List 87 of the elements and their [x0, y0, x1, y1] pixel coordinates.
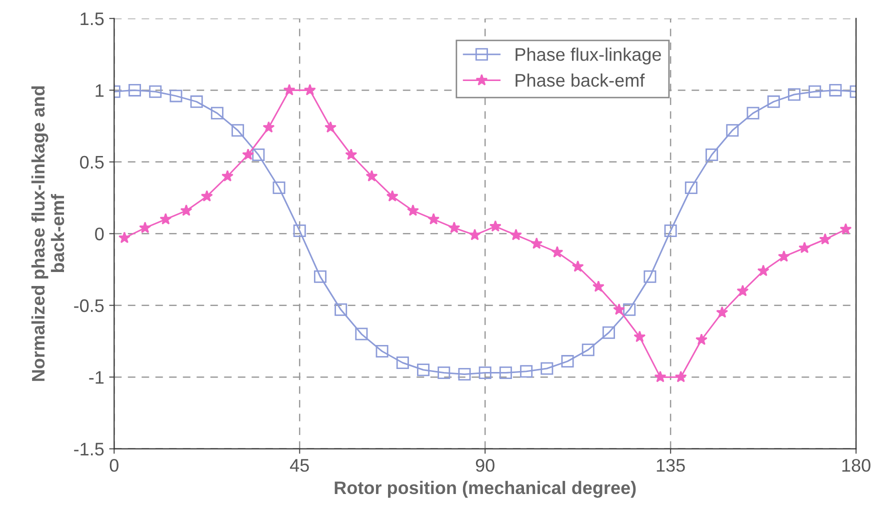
y-tick-label: 0	[95, 228, 104, 240]
point	[767, 95, 780, 108]
y-tick-label: 1.5	[80, 12, 104, 26]
point	[561, 355, 574, 368]
point	[283, 84, 296, 96]
y-tick-label: 0.5	[80, 156, 104, 169]
point	[582, 344, 594, 356]
point	[489, 220, 502, 232]
point	[716, 306, 728, 318]
point	[139, 222, 152, 234]
point	[572, 260, 584, 272]
point	[819, 233, 832, 245]
point	[613, 303, 626, 315]
point	[706, 148, 718, 161]
point	[232, 124, 244, 137]
point	[180, 204, 192, 216]
point	[376, 345, 388, 358]
point	[262, 121, 275, 133]
y-tick-label: -1.5	[74, 442, 104, 456]
point	[448, 222, 460, 234]
point	[684, 181, 698, 194]
point	[149, 85, 162, 98]
point	[808, 85, 822, 98]
point	[386, 190, 398, 202]
point	[314, 270, 326, 283]
point	[592, 280, 604, 292]
point	[602, 326, 615, 339]
point	[726, 124, 739, 137]
point	[478, 366, 492, 380]
point	[736, 284, 749, 296]
x-tick-label: 180	[842, 459, 870, 472]
point	[428, 213, 440, 224]
point	[623, 303, 636, 316]
point	[417, 364, 430, 376]
legend-label: Phase back-emf	[516, 74, 645, 87]
point	[160, 213, 172, 224]
point	[242, 148, 254, 160]
point	[654, 370, 666, 382]
point	[272, 181, 286, 194]
x-axis-title: Rotor position (mechanical degree)	[334, 480, 636, 498]
point	[778, 250, 790, 262]
point	[355, 328, 368, 340]
point	[304, 84, 316, 96]
point	[170, 90, 182, 102]
x-tick-label: 90	[476, 459, 494, 472]
point	[674, 370, 687, 382]
point	[324, 121, 337, 133]
point	[634, 330, 646, 342]
point	[396, 356, 409, 369]
y-axis-title: Normalized phase flux-linkage and back-emf	[31, 86, 64, 381]
point	[366, 170, 378, 182]
point	[345, 148, 358, 160]
legend-label: Phase flux-linkage	[516, 48, 661, 64]
point	[551, 246, 564, 258]
point	[664, 224, 677, 238]
point	[798, 242, 811, 254]
point	[458, 368, 471, 380]
x-tick-label: 45	[290, 459, 309, 472]
y-tick-label: -0.5	[74, 299, 104, 312]
point	[468, 228, 481, 240]
y-tick-label: 1	[96, 84, 104, 97]
point	[540, 362, 554, 375]
point	[530, 237, 543, 249]
y-tick-label: -1	[89, 371, 104, 384]
point	[757, 264, 770, 276]
point	[746, 106, 760, 120]
x-tick-label: 135	[656, 459, 685, 472]
point	[520, 365, 533, 378]
point	[334, 303, 348, 316]
point	[190, 95, 203, 108]
point	[128, 84, 141, 96]
point	[210, 106, 224, 120]
point	[438, 366, 450, 380]
point	[696, 334, 708, 345]
point	[118, 232, 130, 244]
point	[788, 88, 800, 101]
point	[252, 148, 265, 161]
point	[840, 223, 852, 235]
point	[829, 84, 842, 96]
x-tick-label: 0	[110, 459, 118, 472]
point	[200, 190, 213, 202]
point	[644, 270, 656, 283]
point	[406, 204, 419, 216]
point	[222, 170, 234, 182]
point	[293, 224, 306, 238]
point	[499, 366, 512, 380]
point	[510, 228, 522, 240]
